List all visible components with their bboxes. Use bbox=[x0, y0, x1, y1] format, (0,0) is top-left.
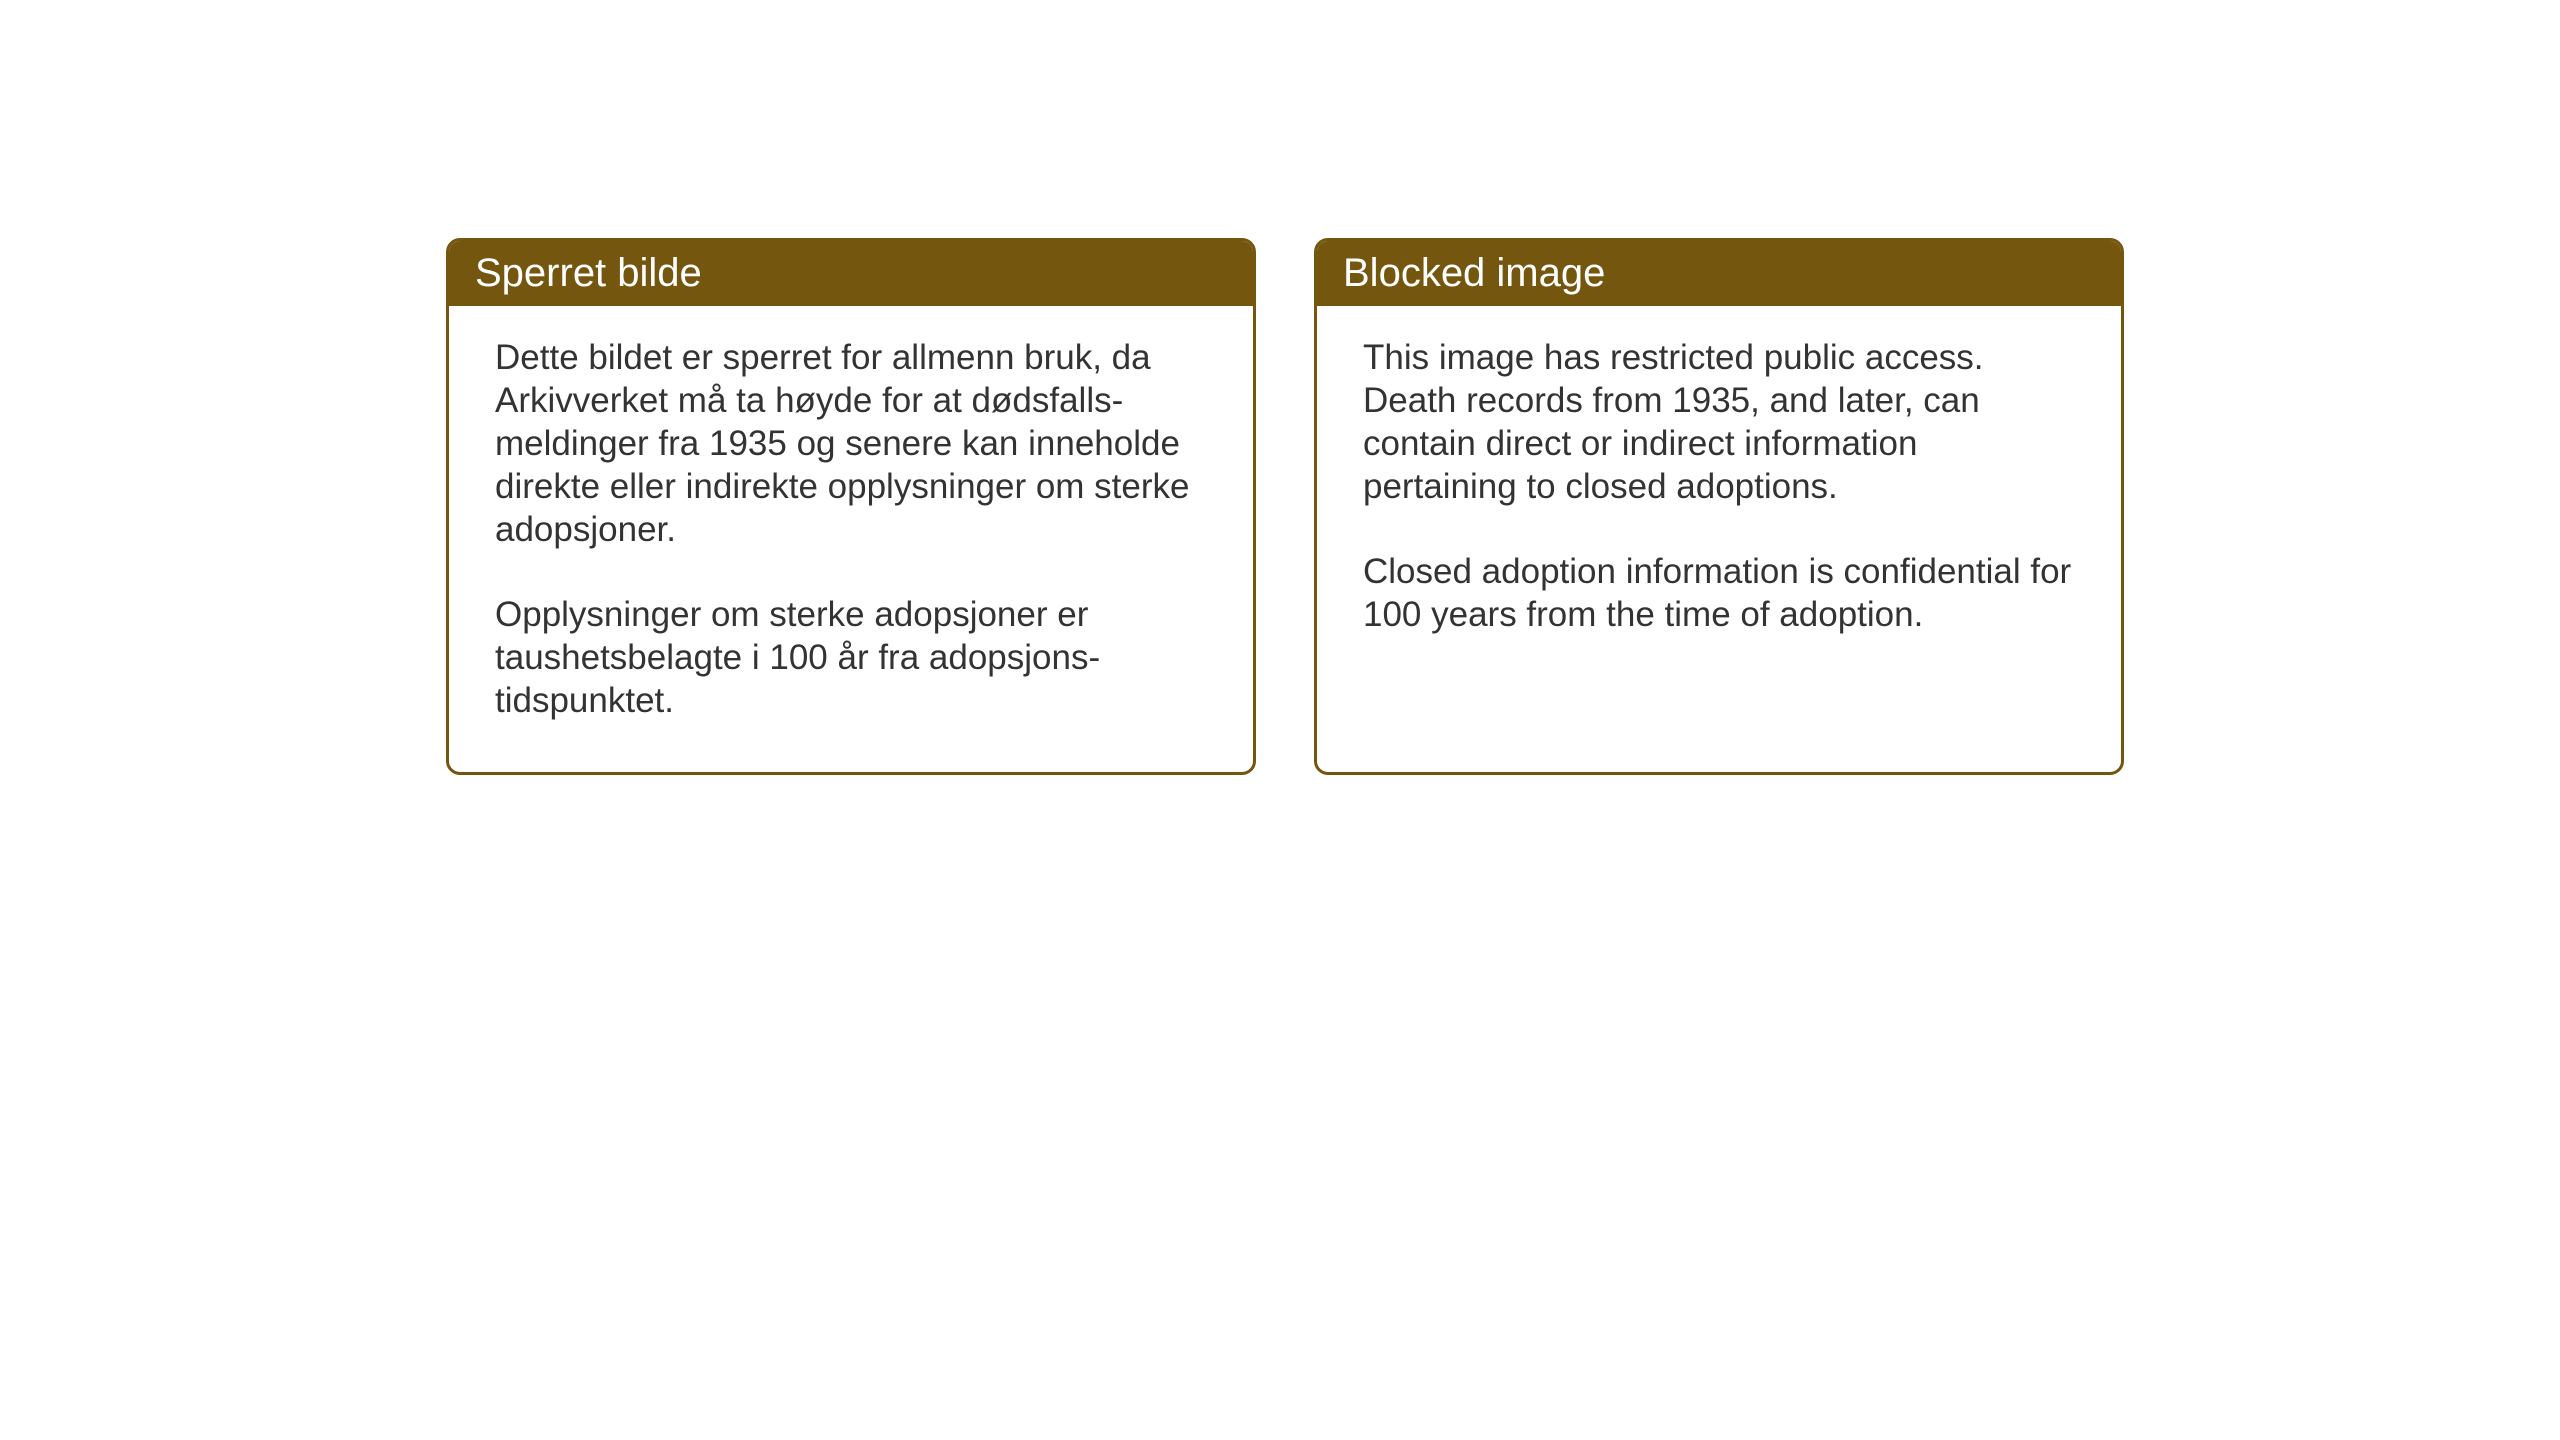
notice-paragraph-1-english: This image has restricted public access.… bbox=[1363, 336, 2075, 508]
notice-paragraph-2-norwegian: Opplysninger om sterke adopsjoner er tau… bbox=[495, 593, 1207, 722]
notice-card-english: Blocked image This image has restricted … bbox=[1314, 238, 2124, 775]
notice-header-norwegian: Sperret bilde bbox=[449, 241, 1253, 306]
notice-paragraph-1-norwegian: Dette bildet er sperret for allmenn bruk… bbox=[495, 336, 1207, 551]
notice-card-norwegian: Sperret bilde Dette bildet er sperret fo… bbox=[446, 238, 1256, 775]
notice-title-norwegian: Sperret bilde bbox=[475, 251, 702, 295]
notice-header-english: Blocked image bbox=[1317, 241, 2121, 306]
notice-paragraph-2-english: Closed adoption information is confident… bbox=[1363, 550, 2075, 636]
notice-body-english: This image has restricted public access.… bbox=[1317, 306, 2121, 686]
notice-body-norwegian: Dette bildet er sperret for allmenn bruk… bbox=[449, 306, 1253, 772]
notice-title-english: Blocked image bbox=[1343, 251, 1605, 295]
notice-container: Sperret bilde Dette bildet er sperret fo… bbox=[446, 238, 2124, 775]
